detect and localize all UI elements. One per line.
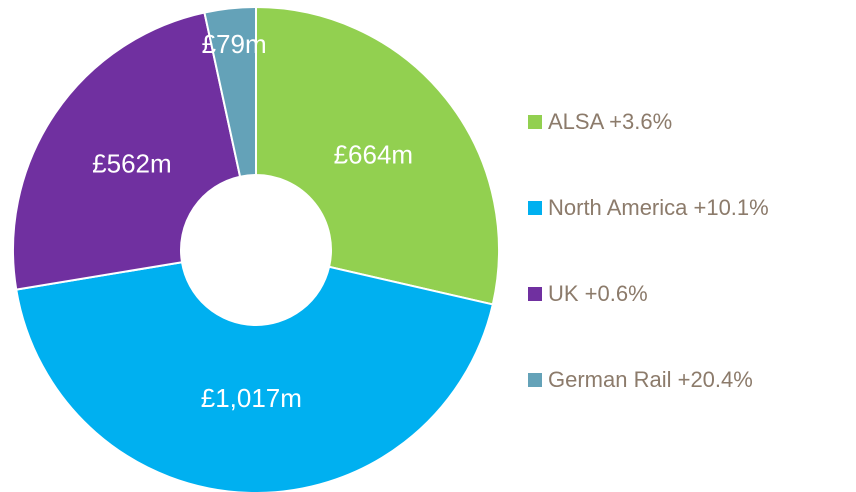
legend-label: German Rail +20.4% [548, 367, 753, 392]
legend-swatch [528, 201, 542, 215]
data-label: £664m [334, 139, 414, 169]
legend-label: UK +0.6% [548, 281, 648, 306]
legend-swatch [528, 287, 542, 301]
slice [255, 5, 500, 306]
legend-swatch [528, 115, 542, 129]
data-label: £79m [202, 29, 267, 59]
data-label: £562m [92, 149, 172, 179]
legend-swatch [528, 373, 542, 387]
legend-label: ALSA +3.6% [548, 109, 672, 134]
slice [12, 11, 242, 291]
slice [15, 261, 495, 492]
data-label: £1,017m [201, 383, 302, 413]
slice [203, 5, 257, 178]
legend-label: North America +10.1% [548, 195, 769, 220]
